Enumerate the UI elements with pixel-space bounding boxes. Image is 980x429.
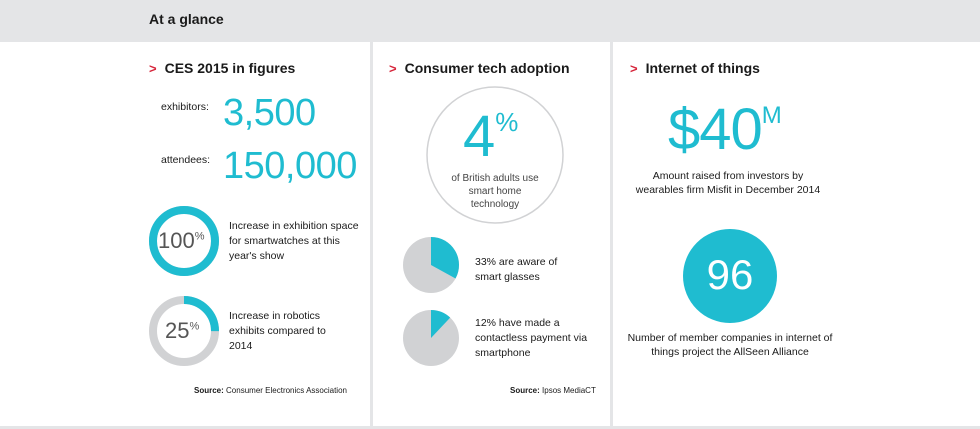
ring-value: 25 xyxy=(165,318,190,343)
ring-25-label: 25% xyxy=(165,318,199,344)
source-label: Source: xyxy=(194,386,224,395)
headline-text: of British adults use smart home technol… xyxy=(451,173,539,210)
chevron-right-icon: > xyxy=(630,61,638,76)
circle-text: Number of member companies in internet o… xyxy=(627,332,833,358)
section-title-text: CES 2015 in figures xyxy=(164,60,296,76)
header-bar: At a glance xyxy=(0,0,980,42)
teal-circle-fill xyxy=(683,229,777,323)
headline-circle xyxy=(426,86,564,224)
stat-text-smartwatch: Increase in exhibition space for smartwa… xyxy=(229,220,359,262)
pie-slice xyxy=(431,310,451,338)
ring-100-chart xyxy=(149,206,219,276)
source-text: Consumer Electronics Association xyxy=(226,386,347,395)
ring-fill xyxy=(149,206,219,276)
ring-unit: % xyxy=(194,230,205,243)
chevron-right-icon: > xyxy=(389,61,397,76)
source-label: Source: xyxy=(510,386,540,395)
money-value: $40M xyxy=(668,96,782,163)
ring-fill xyxy=(149,296,219,366)
headline-value: 4% xyxy=(463,103,518,170)
ring-100-label: 100% xyxy=(158,228,205,254)
section-title-text: Internet of things xyxy=(645,60,760,76)
source-ces: Source: Consumer Electronics Association xyxy=(194,386,347,395)
section-title-adoption: > Consumer tech adoption xyxy=(389,60,570,76)
stat-text-robotics: Increase in robotics exhibits compared t… xyxy=(229,310,326,352)
money-number: $40 xyxy=(668,97,763,162)
teal-circle xyxy=(683,229,777,323)
money-text: Amount raised from investors by wearable… xyxy=(635,170,821,196)
ring-25-chart xyxy=(149,296,219,366)
headline-circle-outline xyxy=(426,86,564,224)
pie-text-contactless: 12% have made a contactless payment via … xyxy=(475,317,588,359)
money-unit: M xyxy=(761,102,782,129)
ring-unit: % xyxy=(189,320,200,333)
source-ipsos: Source: Ipsos MediaCT xyxy=(510,386,596,395)
column-divider xyxy=(610,42,613,429)
header-title: At a glance xyxy=(149,11,224,27)
section-title-text: Consumer tech adoption xyxy=(404,60,570,76)
pie-slice xyxy=(431,237,460,279)
ring-value: 100 xyxy=(158,228,195,253)
pie-chart-contactless xyxy=(403,310,459,366)
headline-unit: % xyxy=(495,107,519,137)
source-text: Ipsos MediaCT xyxy=(542,386,596,395)
exhibitors-label: exhibitors: xyxy=(161,101,209,113)
circle-value: 96 xyxy=(706,251,754,298)
pie-chart-smart-glasses xyxy=(403,237,460,293)
chevron-right-icon: > xyxy=(149,61,157,76)
headline-number: 4 xyxy=(463,104,496,169)
exhibitors-value: 3,500 xyxy=(223,92,316,134)
attendees-label: attendees: xyxy=(161,154,211,166)
pie-text-smart-glasses: 33% are aware of smart glasses xyxy=(475,256,558,283)
bottom-rule xyxy=(0,426,980,429)
section-title-iot: > Internet of things xyxy=(630,60,760,76)
section-title-ces: > CES 2015 in figures xyxy=(149,60,295,76)
attendees-value: 150,000 xyxy=(223,145,357,187)
column-divider xyxy=(370,42,373,429)
